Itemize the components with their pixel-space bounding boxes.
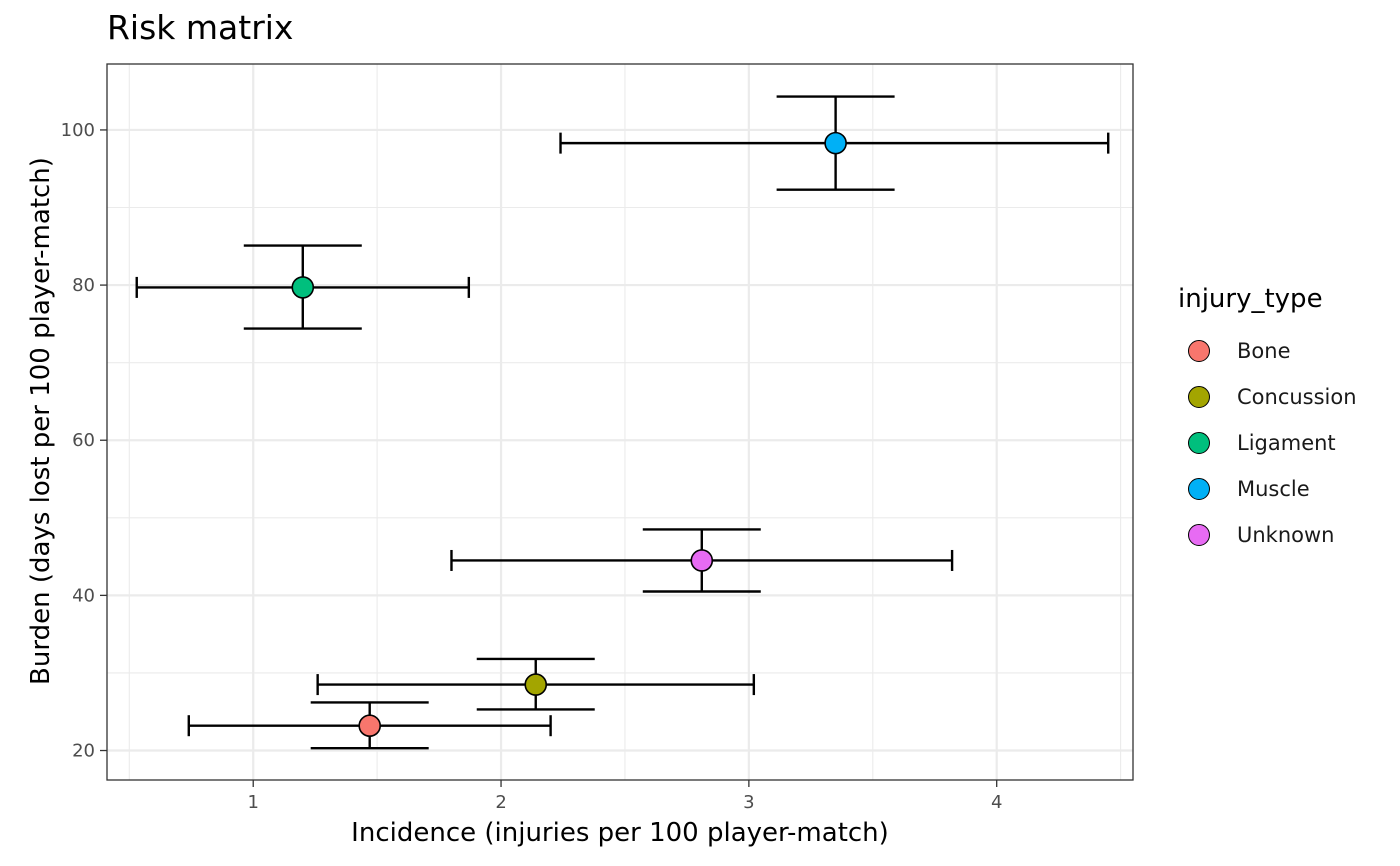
legend: injury_type Bone Concussion Ligament Mus… bbox=[1178, 284, 1357, 558]
plot-background bbox=[107, 64, 1133, 780]
data-marks bbox=[135, 95, 1110, 750]
grid-lines bbox=[107, 64, 1133, 780]
x-tick-label: 1 bbox=[247, 792, 258, 813]
legend-label-muscle: Muscle bbox=[1237, 477, 1310, 501]
y-tick-label: 100 bbox=[61, 120, 95, 141]
series-bone bbox=[187, 701, 552, 750]
legend-swatch-ligament bbox=[1188, 432, 1210, 454]
point-muscle bbox=[824, 131, 847, 155]
legend-item-concussion: Concussion bbox=[1178, 374, 1357, 420]
series-muscle bbox=[559, 95, 1110, 191]
y-axis-label: Burden (days lost per 100 player-match) bbox=[26, 157, 56, 685]
legend-item-muscle: Muscle bbox=[1178, 466, 1357, 512]
plot-area bbox=[107, 64, 1133, 780]
plot-border bbox=[106, 63, 1134, 781]
x-tick-label: 2 bbox=[495, 792, 506, 813]
series-concussion bbox=[316, 657, 756, 711]
legend-item-unknown: Unknown bbox=[1178, 512, 1357, 558]
point-bone bbox=[358, 714, 381, 737]
point-unknown bbox=[690, 549, 714, 572]
point-concussion bbox=[524, 673, 548, 696]
chart-title: Risk matrix bbox=[107, 8, 294, 47]
legend-label-concussion: Concussion bbox=[1237, 385, 1357, 409]
legend-item-bone: Bone bbox=[1178, 328, 1357, 374]
y-tick-label: 40 bbox=[72, 585, 95, 606]
legend-item-ligament: Ligament bbox=[1178, 420, 1357, 466]
series-unknown bbox=[450, 528, 954, 593]
y-tick-label: 60 bbox=[72, 430, 95, 451]
legend-label-ligament: Ligament bbox=[1237, 431, 1336, 455]
legend-swatch-concussion bbox=[1188, 386, 1210, 408]
y-tick-label: 80 bbox=[72, 275, 95, 296]
series-ligament bbox=[135, 244, 471, 330]
legend-swatch-muscle bbox=[1188, 478, 1210, 500]
x-tick-label: 4 bbox=[991, 792, 1002, 813]
y-tick-label: 20 bbox=[72, 741, 95, 762]
point-ligament bbox=[291, 276, 315, 299]
legend-swatch-unknown bbox=[1188, 524, 1210, 546]
x-tick-label: 3 bbox=[743, 792, 754, 813]
legend-label-unknown: Unknown bbox=[1237, 523, 1335, 547]
legend-label-bone: Bone bbox=[1237, 339, 1291, 363]
legend-swatch-bone bbox=[1188, 340, 1210, 362]
axis-ticks: 1 2 3 4 20 40 60 80 100 bbox=[61, 120, 1003, 813]
x-axis-label: Incidence (injuries per 100 player-match… bbox=[351, 818, 889, 848]
legend-title: injury_type bbox=[1178, 284, 1323, 314]
